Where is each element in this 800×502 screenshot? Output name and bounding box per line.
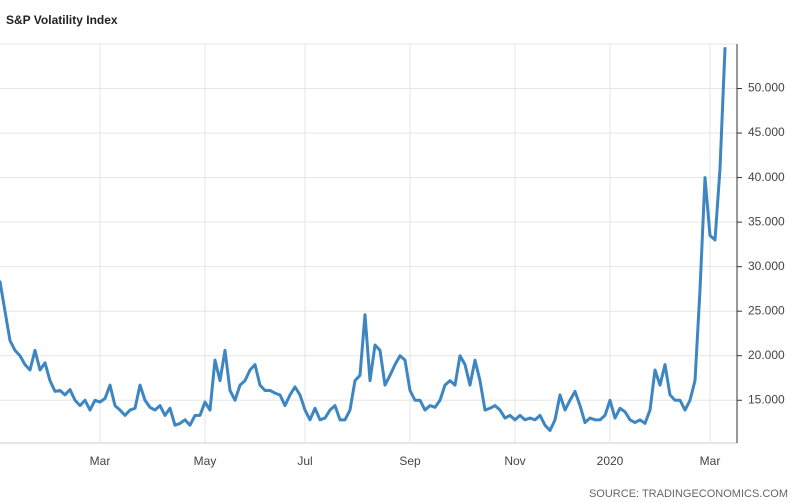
y-tick-label: 25.000 (748, 303, 785, 317)
x-tick-label: May (194, 454, 217, 468)
y-tick-label: 50.000 (748, 81, 785, 95)
y-tick-label: 45.000 (748, 125, 785, 139)
x-tick-label: Sep (399, 454, 421, 468)
data-line (0, 46, 727, 433)
x-tick-label: Jul (297, 454, 312, 468)
y-tick-label: 40.000 (748, 170, 785, 184)
chart-title: S&P Volatility Index (6, 13, 118, 27)
y-tick-label: 15.000 (748, 392, 785, 406)
source: SOURCE: TRADINGECONOMICS.COM (589, 488, 788, 500)
y-tick-label: 20.000 (748, 348, 785, 362)
x-tick-label: Mar (90, 454, 111, 468)
x-tick-label: Nov (504, 454, 525, 468)
y-tick-label: 35.000 (748, 214, 785, 228)
y-tick-label: 30.000 (748, 259, 785, 273)
x-tick-label: 2020 (597, 454, 624, 468)
x-tick-label: Mar (700, 454, 721, 468)
